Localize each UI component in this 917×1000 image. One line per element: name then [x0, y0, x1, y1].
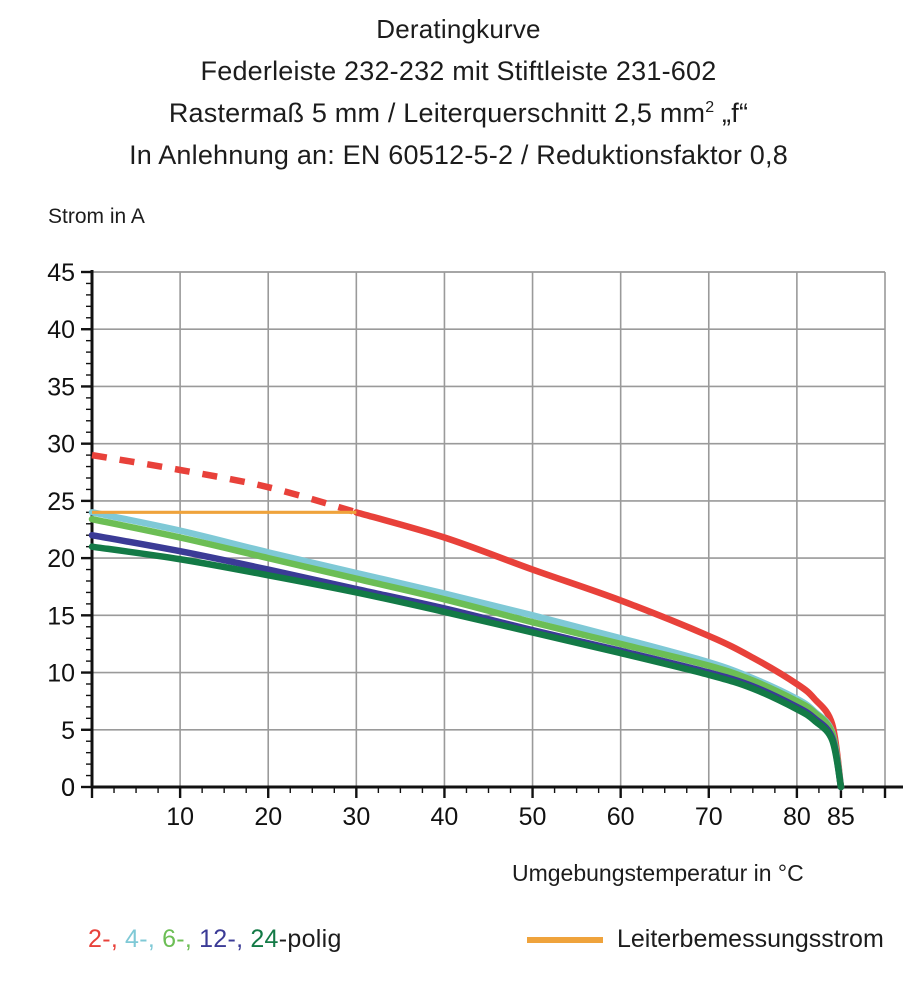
x-tick-label: 40 [431, 803, 459, 831]
x-tick-label: 70 [695, 803, 723, 831]
legend-current: Leiterbemessungsstrom [527, 925, 884, 954]
axis-layer [81, 270, 903, 798]
series-line-6-polig [88, 515, 845, 791]
x-tick-label: 60 [607, 803, 635, 831]
title-line-3: Rastermaß 5 mm / Leiterquerschnitt 2,5 m… [0, 92, 917, 134]
series-layer [88, 451, 845, 791]
title-line-3-suffix: „f“ [714, 98, 749, 128]
chart-legend: 2-, 4-, 6-, 12-, 24-polig Leiterbemessun… [0, 925, 917, 985]
legend-pole-2: 2-, [88, 925, 119, 953]
legend-poles: 2-, 4-, 6-, 12-, 24-polig [88, 925, 342, 954]
y-tick-label: 15 [47, 602, 75, 630]
y-tick-label: 10 [47, 660, 75, 688]
x-tick-label: 30 [342, 803, 370, 831]
legend-current-label: Leiterbemessungsstrom [617, 925, 884, 953]
grid-layer [92, 271, 886, 787]
series-line-24-polig [88, 543, 845, 791]
x-axis-title: Umgebungstemperatur in °C [512, 860, 804, 886]
legend-pole-6: 6-, [162, 925, 193, 953]
y-axis-title: Strom in A [48, 205, 145, 228]
legend-pole-4: 4-, [125, 925, 156, 953]
series-line-12-polig [88, 531, 845, 791]
x-tick-label: 10 [166, 803, 194, 831]
derating-chart: Strom in A 0 5 10 15 20 25 30 35 40 45 0 10 20 30 40 50… [0, 205, 917, 886]
y-tick-label: 25 [47, 488, 75, 516]
legend-line-swatch-icon [527, 936, 603, 943]
title-line-2: Federleiste 232-232 mit Stiftleiste 231-… [200, 56, 717, 86]
x-tick-label: 20 [254, 803, 282, 831]
y-tick-label: 0 [61, 774, 75, 802]
y-tick-label: 40 [47, 316, 75, 344]
y-tick-label: 35 [47, 373, 75, 401]
x-tick-label: 85 [827, 803, 855, 831]
title-line-3-main: Rastermaß 5 mm / Leiterquerschnitt 2,5 m… [168, 98, 706, 128]
series-line-2-polig [353, 509, 845, 791]
legend-pole-24: 24 [250, 925, 279, 953]
y-tick-label: 45 [47, 259, 75, 287]
chart-title-block: Deratingkurve Federleiste 232-232 mit St… [0, 0, 917, 176]
y-tick-label: 20 [47, 545, 75, 573]
x-tick-label: 50 [519, 803, 547, 831]
legend-pole-12: 12-, [199, 925, 244, 953]
y-tick-label: 5 [61, 717, 75, 745]
title-line-4: In Anlehnung an: EN 60512-5-2 / Reduktio… [129, 140, 788, 170]
series-line-2-polig-dashed [91, 451, 358, 516]
x-tick-label: 80 [783, 803, 811, 831]
legend-poles-suffix: -polig [278, 925, 342, 953]
y-tick-label: 0 [61, 774, 75, 802]
y-tick-label: 30 [47, 431, 75, 459]
title-line-3-superscript: 2 [705, 99, 715, 116]
title-line-1: Deratingkurve [376, 14, 541, 44]
